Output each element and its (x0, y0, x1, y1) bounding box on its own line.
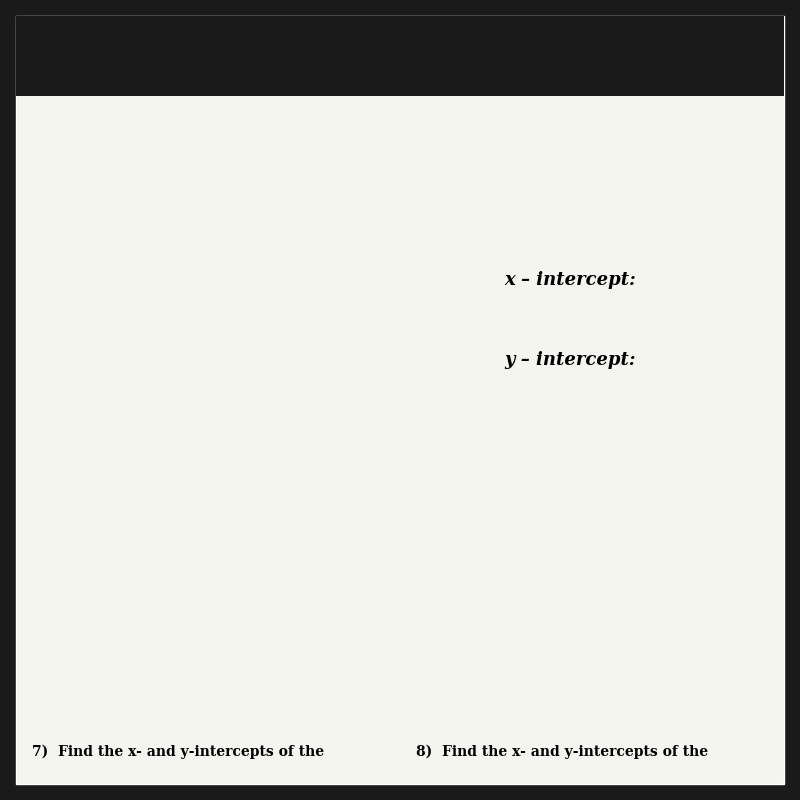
Text: 6: 6 (246, 142, 253, 152)
Text: 4: 4 (393, 381, 400, 391)
Text: Using the graph below,: Using the graph below, (80, 116, 301, 133)
Text: -1: -1 (226, 381, 237, 391)
Text: 8)  Find the x- and y-intercepts of the: 8) Find the x- and y-intercepts of the (416, 745, 708, 759)
Text: x: x (470, 359, 481, 377)
Text: 1: 1 (246, 326, 253, 336)
Text: -4: -4 (242, 510, 253, 520)
Text: plot the: plot the (80, 132, 158, 149)
Text: 2: 2 (246, 290, 253, 299)
Text: -4: -4 (126, 381, 138, 391)
Text: x – intercept:: x – intercept: (504, 271, 636, 289)
Text: 1: 1 (294, 381, 301, 391)
Text: -1: -1 (242, 400, 253, 410)
Text: Using the graph below, plot the x-intercept and y-intercept. Then, write  the
in: Using the graph below, plot the x-interc… (123, 68, 780, 102)
Text: 6): 6) (32, 116, 53, 134)
Text: 2: 2 (326, 381, 334, 391)
Text: 3: 3 (359, 381, 366, 391)
Text: 5: 5 (246, 179, 253, 189)
Text: 3: 3 (246, 253, 253, 262)
Text: -3: -3 (159, 381, 170, 391)
Text: -2: -2 (242, 437, 253, 446)
Text: 5: 5 (426, 381, 433, 391)
Text: 7)  Find the x- and y-intercepts of the: 7) Find the x- and y-intercepts of the (32, 745, 324, 759)
Text: 4: 4 (246, 216, 253, 226)
Text: y: y (263, 120, 274, 138)
Text: 6): 6) (85, 68, 104, 86)
Text: -3: -3 (242, 474, 253, 483)
Text: y – intercept:: y – intercept: (504, 351, 635, 369)
Text: 6: 6 (458, 381, 466, 391)
Text: -2: -2 (193, 381, 203, 391)
Text: -5: -5 (242, 547, 253, 557)
Text: -5: -5 (94, 381, 105, 391)
